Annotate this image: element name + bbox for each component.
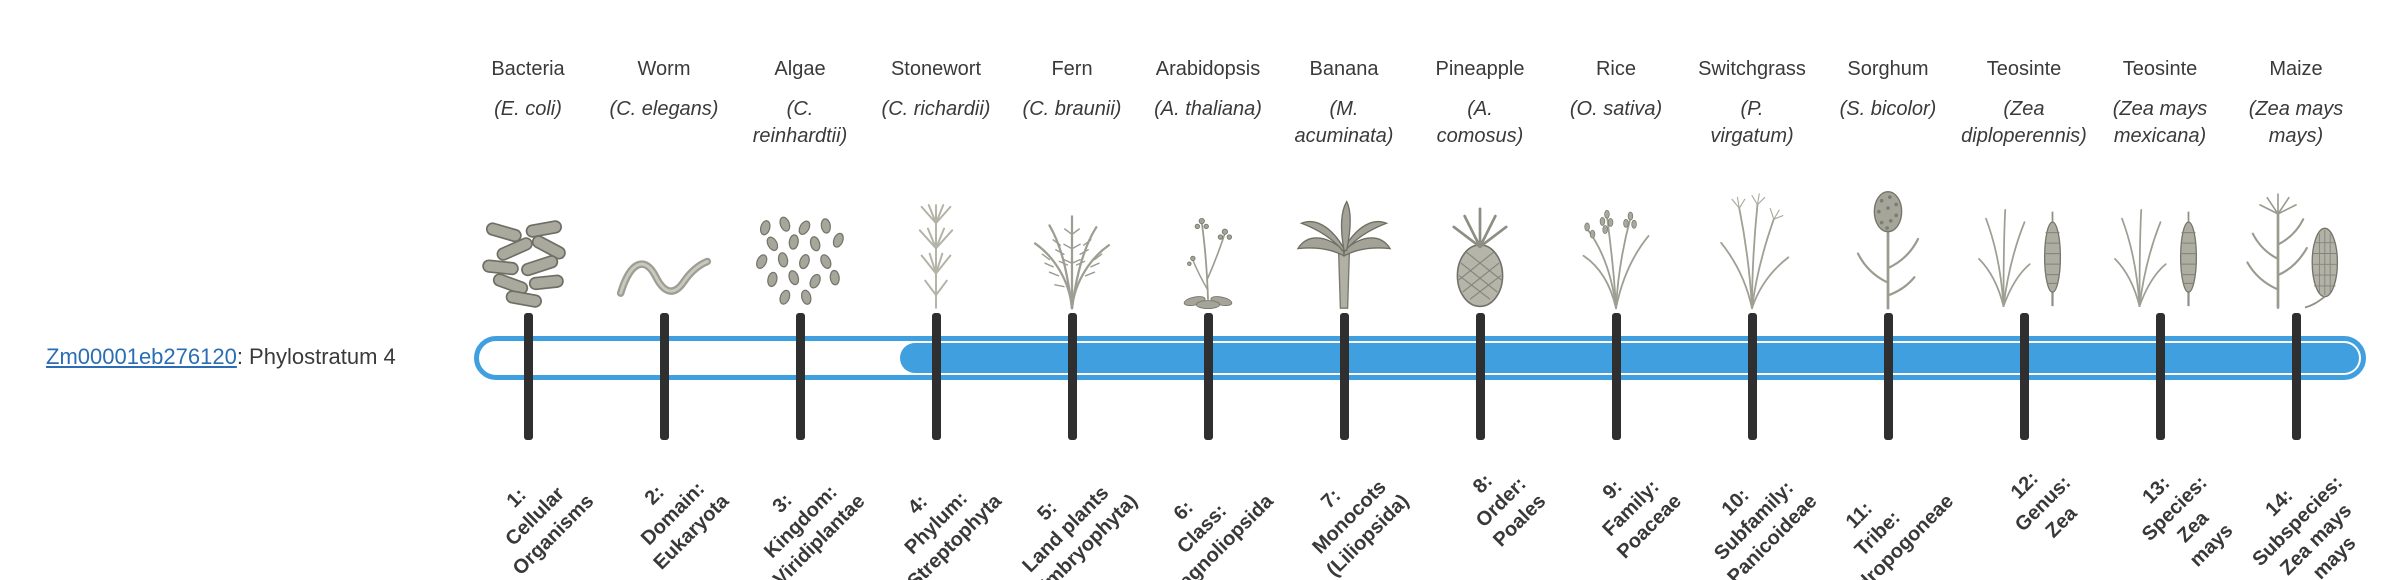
organism-scientific-name: (C. braunii) [1022, 98, 1122, 120]
phylostratum-tick [1067, 313, 1077, 440]
organism-column: Rice (O. sativa) [1536, 56, 1696, 310]
organism-scientific-name: (A. thaliana) [1154, 98, 1262, 120]
organism-column: Worm (C. elegans) [584, 56, 744, 310]
phylostratum-label: 11: Tribe: Andropogoneae [1833, 490, 1958, 580]
phylostratum-label: 6: Class: Magnoliopsida [1163, 490, 1278, 580]
organism-name: Bacteria [491, 58, 565, 80]
organism-name: Maize [2269, 58, 2323, 80]
organism-column: Bacteria (E. coli) [448, 56, 608, 310]
organism-column: Arabidopsis (A. thaliana) [1128, 56, 1288, 310]
phylostratum-label: 12: Genus: Zea [2006, 467, 2082, 543]
organism-scientific-name: (Zea mays mexicana) [2112, 98, 2208, 147]
organism-scientific-name: (S. bicolor) [1839, 98, 1937, 120]
phylostratum-tick [1475, 313, 1485, 440]
organism-column: Teosinte (Zea diploperennis) [1944, 56, 2104, 310]
phylostratum-tick [1883, 313, 1893, 440]
phylostratum-label: 5: Land plants (Embryophyta) [1018, 482, 1142, 580]
switchgrass-icon [1706, 192, 1798, 310]
organism-scientific-name: (C. richardii) [881, 98, 991, 120]
organism-scientific-name: (C. reinhardtii) [752, 98, 848, 147]
organism-name: Banana [1309, 58, 1379, 80]
phylostratum-tick [2155, 313, 2165, 440]
organism-name: Teosinte [1986, 58, 2062, 80]
organism-scientific-name: (M. acuminata) [1294, 98, 1394, 147]
organism-column: Teosinte (Zea mays mexicana) [2080, 56, 2240, 310]
organism-scientific-name: (A. comosus) [1436, 98, 1524, 147]
organism-name: Teosinte [2122, 58, 2198, 80]
organism-scientific-name: (C. elegans) [609, 98, 719, 120]
teosinte-icon [2108, 192, 2213, 310]
phylostratum-label: 9: Family: Poaceae [1598, 475, 1686, 564]
organism-column: Banana (M. acuminata) [1264, 56, 1424, 310]
gene-id-link[interactable]: Zm00001eb276120 [46, 344, 237, 369]
organism-name: Switchgrass [1698, 58, 1806, 80]
organism-scientific-name: (E. coli) [494, 98, 562, 120]
phylostratum-tick [2291, 313, 2301, 440]
maize-icon [2242, 188, 2350, 310]
phylostratum-label: 8: Order: Poales [1468, 469, 1550, 552]
phylostratum-tick [523, 313, 533, 440]
fern-icon [1022, 202, 1122, 310]
phylostratum-label: 1: Cellular Organisms [500, 482, 598, 580]
rice-icon [1570, 198, 1662, 310]
phylostratum-label: 3: Kingdom: Viridiplantae [760, 481, 870, 580]
organism-column: Pineapple (A. comosus) [1400, 56, 1560, 310]
stonewort-icon [900, 192, 972, 310]
organism-name: Worm [637, 58, 691, 80]
phylostratum-label: 13: Species: Zea mays [2137, 471, 2238, 572]
algae-icon [751, 215, 849, 310]
organism-name: Pineapple [1435, 58, 1525, 80]
organism-column: Fern (C. braunii) [992, 56, 1152, 310]
organism-name: Rice [1595, 58, 1636, 80]
gene-phylostratum-text: : Phylostratum 4 [236, 344, 396, 369]
organism-column: Stonewort (C. richardii) [856, 56, 1016, 310]
phylostratum-tick [1747, 313, 1757, 440]
phylostratum-label: 4: Phylum: Streptophyta [900, 487, 1006, 580]
organism-name: Fern [1051, 58, 1093, 80]
organism-name: Algae [774, 58, 826, 80]
phylostratum-label: 2: Domain: Eukaryota [637, 477, 734, 575]
phylostratum-label: 7: Monocots (Liliopsida) [1308, 476, 1414, 580]
worm-icon [614, 238, 714, 310]
organism-scientific-name: (O. sativa) [1569, 98, 1663, 120]
phylostratum-bar-fill [900, 343, 2359, 373]
phylostratum-tick [795, 313, 805, 440]
organism-column: Sorghum (S. bicolor) [1808, 56, 1968, 310]
phylostratum-tick [1339, 313, 1349, 440]
pineapple-icon [1439, 198, 1521, 310]
phylostratum-tick [1203, 313, 1213, 440]
organism-column: Switchgrass (P. virgatum) [1672, 56, 1832, 310]
phylostratum-tick [2019, 313, 2029, 440]
organism-scientific-name: (Zea mays mays) [2248, 98, 2344, 147]
organism-scientific-name: (Zea diploperennis) [1961, 98, 2087, 147]
organism-column: Maize (Zea mays mays) [2216, 56, 2376, 310]
organism-scientific-name: (P. virgatum) [1710, 98, 1794, 147]
bacteria-icon [478, 218, 578, 310]
gene-label: Zm00001eb276120: Phylostratum 4 [46, 344, 396, 370]
organism-name: Arabidopsis [1155, 58, 1261, 80]
banana-icon [1294, 198, 1394, 310]
organism-name: Stonewort [890, 58, 982, 80]
sorghum-icon [1847, 188, 1929, 310]
phylostratum-tick [1611, 313, 1621, 440]
organism-column: Algae (C. reinhardtii) [720, 56, 880, 310]
phylostratum-tick [931, 313, 941, 440]
organism-name: Sorghum [1847, 58, 1929, 80]
phylostratum-tick [659, 313, 669, 440]
phylostratum-label: 14: Subspecies: Zea mays mays [2248, 471, 2361, 580]
teosinte-icon [1972, 192, 2077, 310]
arabidopsis-icon [1168, 205, 1248, 310]
